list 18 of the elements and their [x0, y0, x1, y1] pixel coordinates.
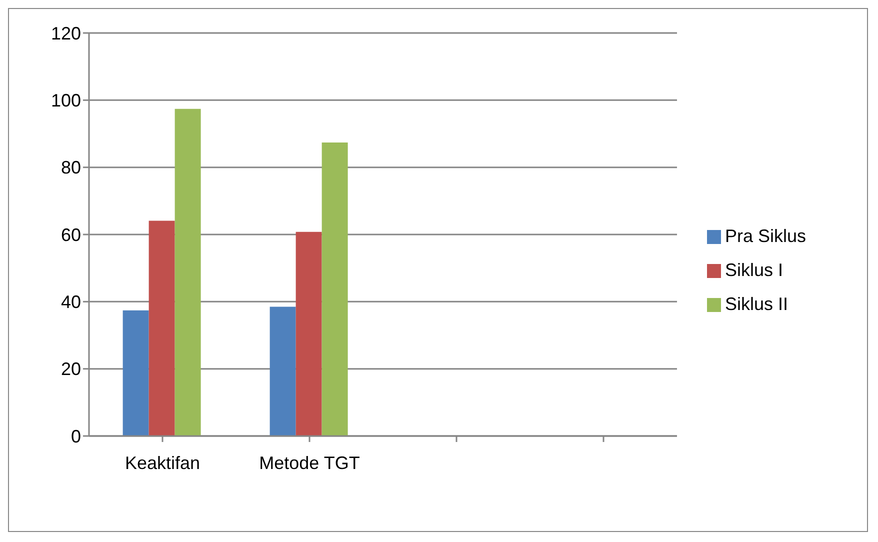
- y-tick-label: 0: [70, 426, 81, 446]
- bar: [322, 142, 348, 436]
- x-tick-label: Metode TGT: [259, 452, 360, 473]
- y-tick-label: 120: [50, 23, 81, 44]
- bar: [296, 232, 322, 436]
- y-tick-label: 100: [50, 90, 81, 111]
- legend-label: Siklus I: [725, 260, 784, 280]
- bar: [122, 310, 149, 436]
- y-tick-label: 20: [60, 359, 81, 380]
- bar: [270, 306, 296, 436]
- bar: [174, 108, 201, 436]
- bar: [148, 220, 175, 436]
- y-tick-label: 80: [60, 158, 81, 178]
- y-tick-label: 40: [60, 292, 81, 312]
- x-tick-label: Keaktifan: [124, 452, 200, 473]
- legend-label: Pra Siklus: [725, 226, 806, 246]
- y-tick-label: 60: [60, 224, 81, 245]
- legend-label: Siklus II: [725, 294, 788, 314]
